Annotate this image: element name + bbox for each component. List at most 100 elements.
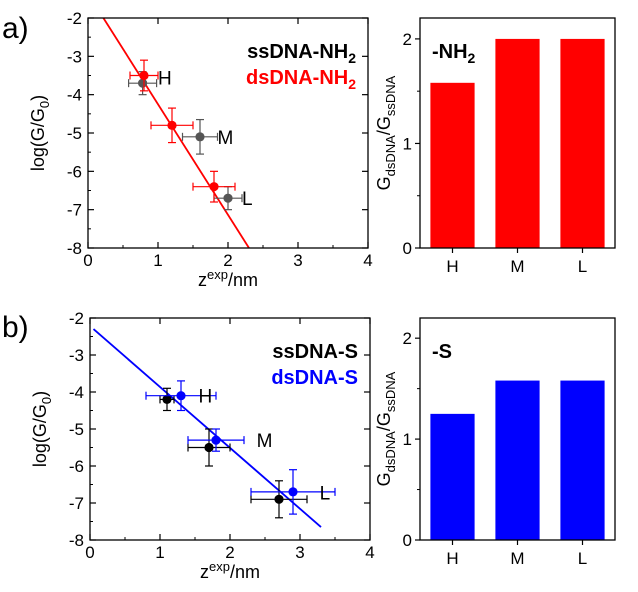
y-label-main: log(G/G (30, 404, 50, 467)
x-tick-label: 2 (225, 543, 234, 562)
legend-text: dsDNA-NH (246, 67, 348, 89)
y-tick-label: -6 (69, 457, 84, 476)
y-tick-label: -3 (69, 346, 84, 365)
bar (560, 380, 605, 540)
x-axis-label: zexp/nm (200, 559, 260, 582)
y-tick-label: -8 (67, 239, 82, 258)
legend-entry: dsDNA-NH2 (246, 67, 356, 92)
y-tick-label: -5 (67, 124, 82, 143)
y-axis-label: log(G/G0) (28, 95, 52, 171)
data-point (209, 182, 219, 192)
data-point (288, 487, 298, 497)
bar-title-text: -NH (432, 41, 468, 63)
bar-chart: H M L 0 1 2 -S GdsDNA/GssDNA (374, 317, 616, 568)
data-point (195, 132, 205, 142)
x-label-main: z (200, 562, 209, 582)
legend-entry: ssDNA-S (272, 341, 358, 363)
category-label: M (510, 257, 524, 276)
bar (430, 413, 475, 540)
category-label: L (578, 257, 587, 276)
bar (560, 38, 605, 249)
bar-title: -S (432, 341, 452, 363)
point-label: L (320, 484, 331, 505)
x-tick-label: 2 (223, 251, 232, 270)
x-axis-label: zexp/nm (198, 267, 258, 290)
series-0 (159, 387, 308, 519)
bar (495, 380, 540, 540)
legend-text: ssDNA-S (272, 341, 358, 363)
y-tick-label: -2 (67, 9, 82, 28)
bar-title-text: -S (432, 341, 452, 363)
ylabel-mid: /G (374, 116, 394, 135)
ylabel-sub2: ssDNA (383, 371, 398, 412)
legend-entry: ssDNA-NH2 (247, 41, 356, 66)
y-label-main: log(G/G (28, 108, 48, 171)
y-label-end: ) (28, 95, 48, 101)
legend-text: ssDNA-NH (247, 41, 348, 63)
ylabel-G: G (374, 472, 394, 486)
x-label-sup: exp (207, 267, 228, 282)
x-tick-label: 0 (83, 251, 92, 270)
bar-title: -NH2 (432, 41, 476, 66)
y-tick-label: -5 (69, 420, 84, 439)
y-label-sub: 0 (37, 101, 52, 108)
y-tick-label: -4 (69, 383, 84, 402)
ylabel-mid: /G (374, 412, 394, 431)
series-1 (145, 380, 336, 515)
bar-y-axis-label: GdsDNA/GssDNA (374, 75, 398, 190)
y-tick-label: -2 (69, 309, 84, 328)
ylabel-sub1: dsDNA (383, 135, 398, 177)
point-label: L (242, 189, 253, 210)
bar-frame (419, 317, 616, 541)
y-tick-label: 0 (403, 239, 412, 258)
bar-frame (419, 17, 616, 249)
data-point (167, 120, 177, 130)
legend-entry: dsDNA-S (271, 367, 358, 389)
x-tick-label: 4 (363, 251, 372, 270)
data-point (139, 70, 149, 81)
y-tick-label: -7 (69, 494, 84, 513)
x-label-rest: /nm (228, 270, 258, 290)
y-tick-label: -3 (67, 47, 82, 66)
category-label: H (446, 549, 458, 568)
ylabel-G: G (374, 176, 394, 190)
data-point (211, 435, 221, 445)
y-tick-label: 2 (403, 329, 412, 348)
ylabel-sub1: dsDNA (383, 431, 398, 473)
bar-y-axis-label: GdsDNA/GssDNA (374, 371, 398, 486)
point-label: M (218, 128, 234, 149)
series-1 (129, 59, 236, 203)
legend-sub: 2 (348, 50, 356, 66)
x-tick-label: 0 (85, 543, 94, 562)
category-label: M (510, 549, 524, 568)
y-axis-label: log(G/G0) (30, 391, 54, 467)
category-label: L (578, 549, 587, 568)
ylabel-sub2: ssDNA (383, 75, 398, 116)
point-label: H (199, 387, 213, 408)
y-tick-label: -4 (67, 86, 82, 105)
x-label-sup: exp (209, 559, 230, 574)
y-label-end: ) (30, 391, 50, 397)
panel-a: a)0 1 2 3 4-8-7-6-5-4-3-2zexp/nmlog(G/G0)HML… (2, 9, 616, 290)
x-tick-label: 4 (365, 543, 374, 562)
point-label: M (257, 431, 273, 452)
series-0 (128, 71, 243, 211)
data-point (176, 391, 186, 401)
data-point (223, 193, 233, 203)
y-tick-label: 0 (403, 531, 412, 550)
bar (495, 38, 540, 249)
x-tick-label: 1 (153, 251, 162, 270)
y-tick-label: 1 (403, 430, 412, 449)
y-tick-label: 2 (403, 30, 412, 49)
data-point (162, 394, 172, 404)
x-tick-label: 1 (155, 543, 164, 562)
data-point (138, 78, 148, 88)
x-label-rest: /nm (230, 562, 260, 582)
y-label-sub: 0 (39, 397, 54, 404)
legend-text: dsDNA-S (271, 367, 358, 389)
